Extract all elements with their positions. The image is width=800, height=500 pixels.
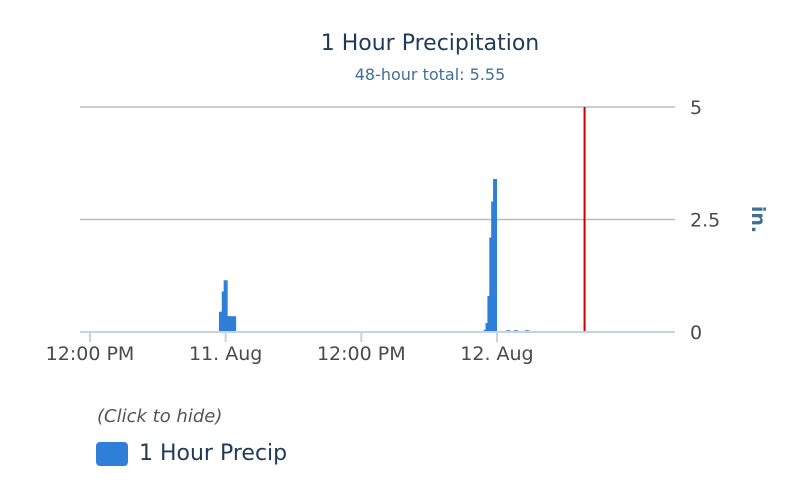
- y-tick-label: 5: [690, 97, 702, 119]
- legend-swatch[interactable]: [96, 441, 128, 466]
- precip-bar[interactable]: [232, 316, 237, 332]
- legend-label[interactable]: 1 Hour Precip: [139, 441, 288, 466]
- y-tick-label: 2.5: [690, 210, 720, 232]
- precip-bar[interactable]: [223, 280, 228, 332]
- y-axis-ticks: 02.55: [690, 97, 720, 344]
- y-axis-unit-label: in.: [747, 206, 769, 233]
- precip-bar[interactable]: [229, 316, 234, 332]
- bar-series[interactable]: [218, 179, 530, 332]
- legend-hint: (Click to hide): [97, 406, 223, 427]
- x-tick-label: 12. Aug: [460, 343, 533, 365]
- chart-title: 1 Hour Precipitation: [321, 31, 540, 56]
- y-tick-label: 0: [690, 322, 702, 344]
- x-tick-label: 12:00 PM: [46, 343, 135, 365]
- legend-item-1-hour-precip[interactable]: 1 Hour Precip: [96, 441, 287, 466]
- precip-bar[interactable]: [493, 179, 498, 332]
- precip-bar[interactable]: [218, 311, 223, 332]
- chart-subtitle: 48-hour total: 5.55: [355, 65, 506, 84]
- grid-lines: [80, 106, 675, 221]
- precipitation-chart: 1 Hour Precipitation 48-hour total: 5.55…: [46, 31, 769, 365]
- x-tick-label: 12:00 PM: [317, 343, 406, 365]
- x-tick-label: 11. Aug: [189, 343, 262, 365]
- x-axis-ticks: 12:00 PM 11. Aug 12:00 PM 12. Aug: [46, 332, 534, 365]
